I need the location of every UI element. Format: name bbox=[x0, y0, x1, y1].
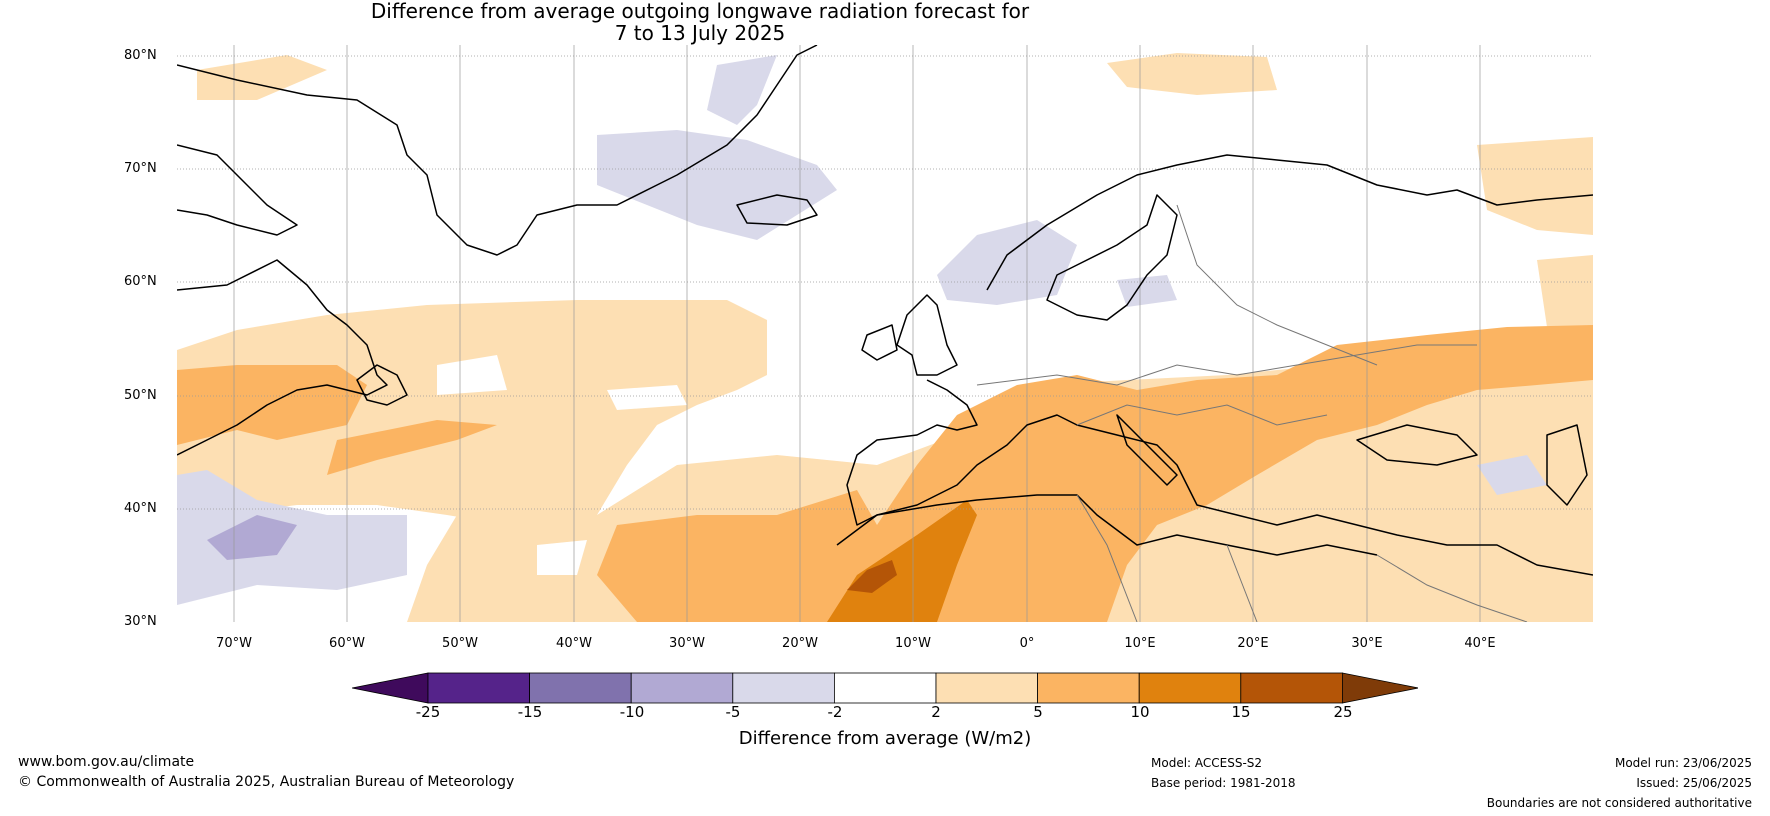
footer-base-period: Base period: 1981-2018 bbox=[1151, 776, 1296, 790]
border-2 bbox=[1176, 204, 1378, 366]
anomaly-medium-orange-africa-w bbox=[597, 490, 877, 622]
colorbar-tick--25: -25 bbox=[415, 703, 441, 721]
lat-label-50n: 50°N bbox=[124, 388, 157, 403]
anomaly-fields bbox=[177, 53, 1593, 622]
footer-disclaimer: Boundaries are not considered authoritat… bbox=[1486, 796, 1752, 810]
anomaly-medium-purple-sw bbox=[207, 515, 297, 560]
coast-labrador bbox=[177, 259, 388, 456]
anomaly-light-purple-sw bbox=[177, 470, 407, 605]
coast-iceland bbox=[736, 194, 818, 226]
anomaly-light-purple-baltic bbox=[1117, 275, 1177, 307]
footer-issued: Issued: 25/06/2025 bbox=[1636, 776, 1752, 790]
colorbar-bin-2 bbox=[529, 672, 632, 704]
border-1 bbox=[976, 344, 1477, 386]
border-6 bbox=[1376, 554, 1528, 622]
coast-britain bbox=[896, 294, 958, 376]
lon-label-70w: 70°W bbox=[216, 636, 252, 651]
footer-copyright: © Commonwealth of Australia 2025, Austra… bbox=[18, 774, 515, 790]
anomaly-medium-orange-west bbox=[177, 365, 367, 445]
coast-europe-atlantic bbox=[846, 379, 1593, 576]
lon-label-20w: 20°W bbox=[782, 636, 818, 651]
graticule bbox=[177, 45, 1593, 622]
border-3 bbox=[1076, 404, 1328, 426]
colorbar-tick-5: 5 bbox=[1033, 703, 1043, 721]
colorbar-title: Difference from average (W/m2) bbox=[738, 728, 1032, 749]
anomaly-light-orange-ne bbox=[1477, 137, 1593, 235]
colorbar-tick-25: 25 bbox=[1333, 703, 1353, 721]
colorbar-tick-10: 10 bbox=[1130, 703, 1150, 721]
chart-title-line2: 7 to 13 July 2025 bbox=[614, 21, 786, 45]
anomaly-neutral-1 bbox=[437, 355, 507, 395]
lon-label-30e: 30°E bbox=[1351, 636, 1383, 651]
anomaly-light-orange-greenland-ne bbox=[1107, 53, 1277, 95]
lat-label-30n: 30°N bbox=[124, 614, 157, 629]
colorbar-tick--2: -2 bbox=[827, 703, 843, 721]
coast-baffin bbox=[177, 144, 298, 236]
coast-baltic bbox=[1046, 194, 1178, 321]
coast-black-sea bbox=[1356, 424, 1478, 466]
chart-title-line1: Difference from average outgoing longwav… bbox=[370, 0, 1030, 23]
coast-newfoundland bbox=[356, 364, 408, 406]
lon-label-10w: 10°W bbox=[895, 636, 931, 651]
anomaly-medium-orange-europe bbox=[877, 325, 1593, 622]
lon-label-0: 0° bbox=[1019, 636, 1035, 651]
coast-caspian bbox=[1546, 424, 1588, 506]
colorbar-bin-9 bbox=[1240, 672, 1343, 704]
lon-label-20e: 20°E bbox=[1237, 636, 1269, 651]
colorbar-bin-6 bbox=[935, 672, 1038, 704]
anomaly-neutral-3 bbox=[537, 540, 587, 575]
lat-label-60n: 60°N bbox=[124, 274, 157, 289]
coast-north-africa bbox=[836, 494, 1378, 556]
lat-label-70n: 70°N bbox=[124, 161, 157, 176]
colorbar-tick-2: 2 bbox=[931, 703, 941, 721]
anomaly-neutral-2 bbox=[607, 385, 687, 410]
anomaly-light-purple-iceland bbox=[597, 130, 837, 240]
colorbar-tick-15: 15 bbox=[1231, 703, 1251, 721]
coast-ireland bbox=[861, 324, 898, 361]
anomaly-light-orange-east2 bbox=[1537, 255, 1593, 330]
anomaly-light-purple-greenland-ne bbox=[707, 55, 777, 125]
colorbar-tick--5: -5 bbox=[725, 703, 741, 721]
lon-label-60w: 60°W bbox=[329, 636, 365, 651]
lon-label-10e: 10°E bbox=[1124, 636, 1156, 651]
coast-scandinavia bbox=[986, 154, 1593, 291]
country-borders bbox=[976, 204, 1528, 622]
coast-italy bbox=[1116, 414, 1178, 486]
colorbar-tick--15: -15 bbox=[517, 703, 543, 721]
lat-label-80n: 80°N bbox=[124, 48, 157, 63]
coastlines bbox=[177, 45, 1593, 576]
colorbar-bin-3 bbox=[630, 672, 734, 704]
anomaly-light-purple-caspian bbox=[1477, 455, 1547, 495]
lon-label-40e: 40°E bbox=[1464, 636, 1496, 651]
colorbar-extend-low bbox=[352, 672, 429, 704]
colorbar-bin-8 bbox=[1138, 672, 1242, 704]
anomaly-medium-orange-atlantic-band bbox=[327, 420, 497, 475]
lon-label-50w: 50°W bbox=[442, 636, 478, 651]
coast-greenland bbox=[177, 45, 818, 256]
anomaly-deep-orange-sahara bbox=[847, 560, 897, 593]
footer-model-run: Model run: 23/06/2025 bbox=[1614, 756, 1752, 770]
border-5 bbox=[1226, 544, 1258, 622]
lon-label-40w: 40°W bbox=[556, 636, 592, 651]
border-4 bbox=[1076, 494, 1138, 622]
footer-model: Model: ACCESS-S2 bbox=[1151, 756, 1263, 770]
colorbar-bin-7 bbox=[1037, 672, 1140, 704]
lon-label-30w: 30°W bbox=[669, 636, 705, 651]
lat-label-40n: 40°N bbox=[124, 501, 157, 516]
anomaly-light-orange-nw bbox=[197, 55, 327, 100]
colorbar-bin-1 bbox=[427, 672, 530, 704]
colorbar-bin-4 bbox=[732, 672, 835, 704]
colorbar bbox=[352, 672, 1418, 704]
colorbar-extend-high bbox=[1342, 672, 1418, 704]
footer-url: www.bom.gov.au/climate bbox=[18, 754, 195, 770]
anomaly-light-purple-scandinavia bbox=[937, 220, 1077, 305]
colorbar-bin-5 bbox=[833, 672, 937, 704]
forecast-map bbox=[177, 45, 1593, 622]
colorbar-tick--10: -10 bbox=[619, 703, 645, 721]
